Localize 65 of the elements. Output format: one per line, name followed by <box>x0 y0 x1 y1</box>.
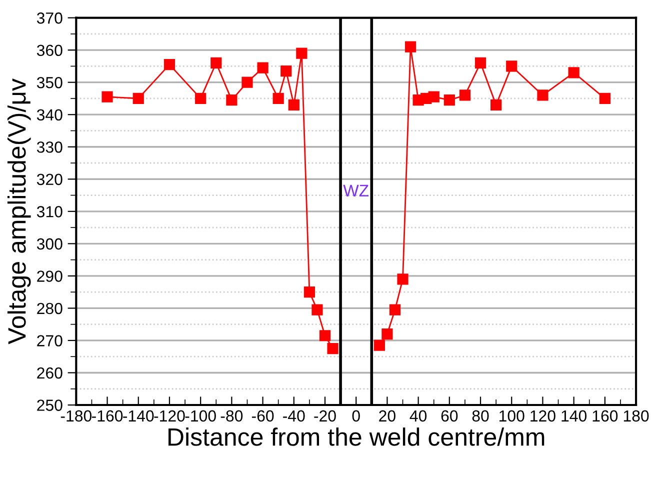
x-tick-label: -40 <box>283 410 305 422</box>
y-tick-label: 310 <box>36 206 62 218</box>
x-axis-title: Distance from the weld centre/mm <box>168 428 544 446</box>
y-tick-label: 340 <box>36 109 62 121</box>
point <box>288 99 300 110</box>
annotation: WZ <box>343 184 369 196</box>
y-tick-label: 320 <box>36 174 62 186</box>
point <box>226 94 238 106</box>
x-tick-label: 0 <box>352 410 360 422</box>
point <box>257 62 268 74</box>
y-tick-label: 360 <box>36 44 62 56</box>
point <box>474 57 486 69</box>
point <box>537 90 548 101</box>
point <box>490 99 502 110</box>
y-tick-label: 270 <box>37 335 62 346</box>
point <box>312 304 323 316</box>
point <box>327 342 338 354</box>
x-tick-label: 40 <box>410 410 427 422</box>
point <box>296 48 308 59</box>
point <box>397 274 408 285</box>
x-tick-label: 100 <box>500 410 524 422</box>
point <box>195 92 206 104</box>
y-tick-label: 370 <box>36 12 62 24</box>
x-tick-label: 140 <box>562 410 587 422</box>
x-tick-label: -60 <box>252 410 274 422</box>
point <box>404 41 416 52</box>
point <box>280 65 292 77</box>
x-tick-label: 120 <box>530 410 556 422</box>
y-axis-title: Voltage amplitude(V)/μv <box>7 78 31 344</box>
x-tick-label: -20 <box>314 410 336 422</box>
y-tick-label: 250 <box>37 400 62 411</box>
x-tick-label: 160 <box>592 410 618 422</box>
point <box>428 91 440 102</box>
point <box>164 59 176 70</box>
y-tick-label: 290 <box>37 270 62 282</box>
x-tick-label: -120 <box>154 410 185 422</box>
x-tick-label: -160 <box>92 410 123 422</box>
y-tick-label: 330 <box>36 142 62 153</box>
point <box>568 67 580 78</box>
point <box>319 330 331 342</box>
point <box>304 286 315 298</box>
y-tick-label: 300 <box>36 238 62 250</box>
x-tick-label: 80 <box>472 410 489 422</box>
x-tick-label: 20 <box>379 410 396 422</box>
point <box>444 94 455 106</box>
x-tick-label: -80 <box>220 410 243 422</box>
x-tick-label: 180 <box>624 410 649 422</box>
point <box>506 60 518 72</box>
point <box>599 92 610 104</box>
y-tick-label: 280 <box>37 302 62 314</box>
point <box>389 304 401 316</box>
point <box>374 340 385 351</box>
point <box>272 92 284 104</box>
y-tick-label: 350 <box>36 76 62 88</box>
point <box>382 328 393 340</box>
y-tick-label: 260 <box>37 367 62 379</box>
point <box>459 90 471 101</box>
x-tick-label: -100 <box>185 410 216 422</box>
x-tick-label: 60 <box>441 410 458 422</box>
x-tick-label: -140 <box>123 410 154 422</box>
point <box>102 91 113 102</box>
point <box>210 57 222 69</box>
point <box>132 92 144 104</box>
point <box>242 76 253 88</box>
x-tick-label: -180 <box>60 410 92 422</box>
